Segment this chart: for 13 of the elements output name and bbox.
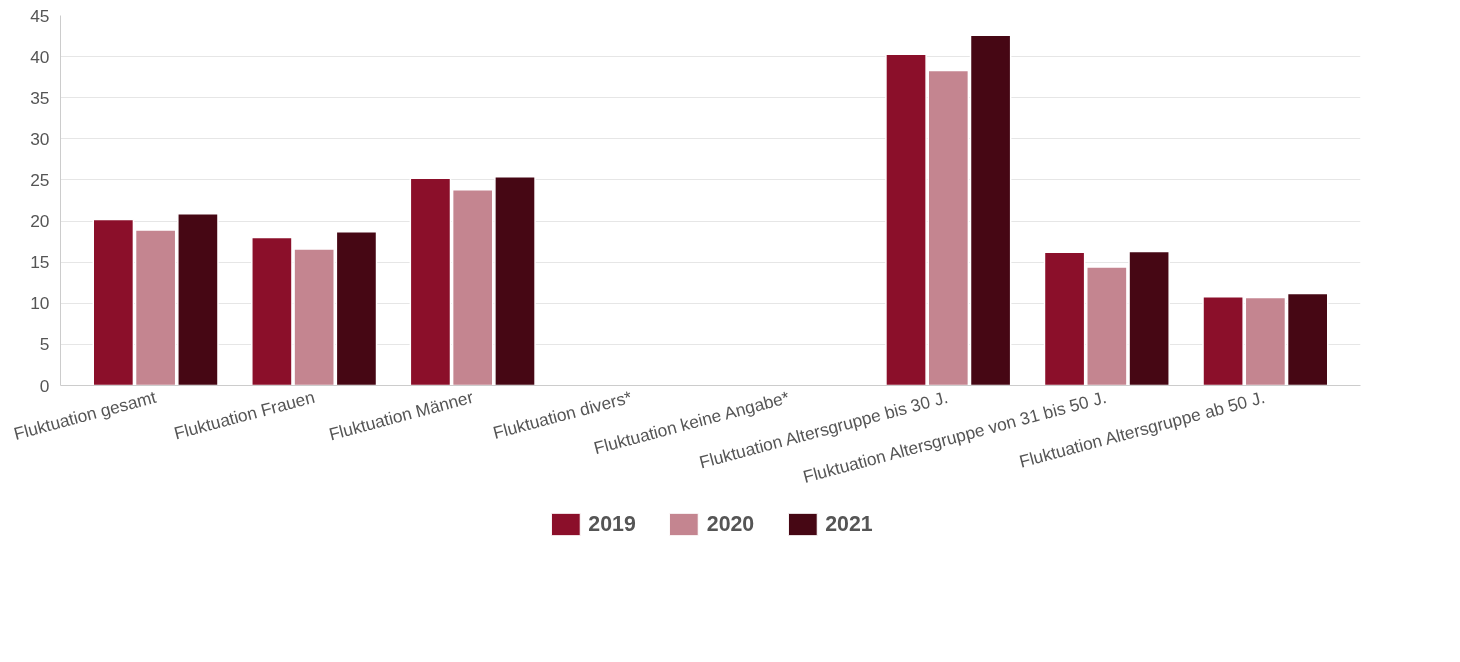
y-tick-label: 30 bbox=[30, 128, 50, 149]
y-tick-label: 45 bbox=[30, 5, 50, 26]
y-tick-label: 5 bbox=[39, 334, 50, 355]
y-tick-label: 20 bbox=[30, 211, 50, 232]
y-tick-label: 15 bbox=[30, 252, 50, 273]
y-tick-label: 35 bbox=[30, 87, 50, 108]
legend-label: 2021 bbox=[825, 511, 873, 537]
legend-label: 2019 bbox=[588, 511, 636, 537]
legend-label: 2020 bbox=[706, 511, 755, 537]
y-tick-label: 10 bbox=[30, 293, 50, 314]
y-tick-label: 40 bbox=[30, 46, 50, 67]
y-tick-label: 25 bbox=[30, 169, 50, 190]
y-tick-label: 0 bbox=[39, 375, 50, 396]
